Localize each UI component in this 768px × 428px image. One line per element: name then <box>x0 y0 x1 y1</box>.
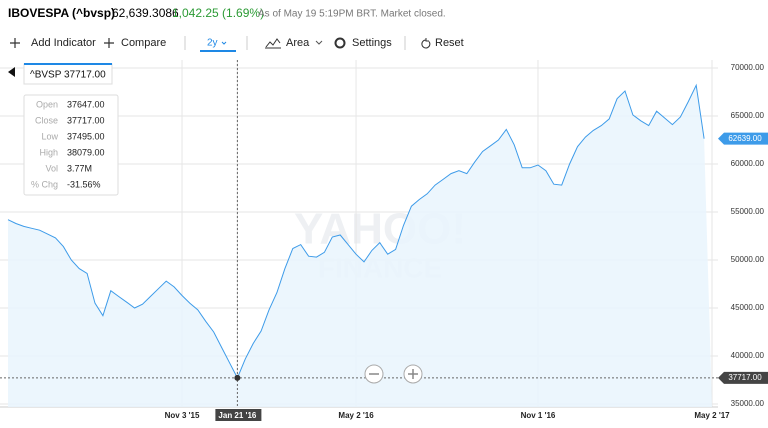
chevron <box>221 41 227 45</box>
y-tick-label: 55000.00 <box>731 207 765 216</box>
tooltip-value: 38079.00 <box>67 147 105 157</box>
x-tick-label: Nov 3 '15 <box>165 411 200 420</box>
tooltip-arrow <box>8 67 15 77</box>
chevron <box>315 40 323 45</box>
plus-icon <box>10 38 20 48</box>
add-indicator[interactable]: Add Indicator <box>31 37 96 49</box>
toolbar: Add Indicator Compare 2y Area Settings R… <box>10 36 464 52</box>
compare[interactable]: Compare <box>121 37 166 49</box>
tooltip-key: Close <box>35 115 58 125</box>
zoom-icon <box>408 369 418 379</box>
tooltip-value: 37495.00 <box>67 131 105 141</box>
x-tick-label: May 2 '16 <box>338 411 374 420</box>
tooltip-box <box>23 94 119 196</box>
crosshair-label: 37717.00 <box>728 373 762 382</box>
tooltip-key: Open <box>36 99 58 109</box>
tooltip-key: Low <box>41 131 58 141</box>
price-tag <box>718 132 768 145</box>
reset[interactable]: Reset <box>435 37 464 49</box>
y-tick-label: 50000.00 <box>731 255 765 264</box>
tooltip-key: Vol <box>45 163 58 173</box>
line <box>7 83 705 380</box>
x-label-highlight <box>215 409 262 421</box>
tooltip-value: -31.56% <box>67 179 101 189</box>
settings[interactable]: Settings <box>352 37 392 49</box>
chart-style[interactable]: Area <box>286 37 310 49</box>
tooltip-title: ^BVSP 37717.00 <box>30 70 106 81</box>
x-tick-label: Jan 21 '16 <box>218 411 256 420</box>
area-icon <box>265 38 281 49</box>
tooltip-key: % Chg <box>31 179 58 189</box>
range-select[interactable]: 2y <box>207 38 218 49</box>
x-tick-label: Nov 1 '16 <box>521 411 556 420</box>
gear-icon <box>334 37 346 49</box>
chart: YAHOO!FINANCE35000.0040000.0045000.00500… <box>0 60 768 421</box>
y-tick-label: 65000.00 <box>731 111 765 120</box>
x-tick-label: May 2 '17 <box>694 411 730 420</box>
quote-price: 62,639.3086 <box>112 6 179 20</box>
y-tick-label: 60000.00 <box>731 159 765 168</box>
tooltip-key: High <box>39 147 58 157</box>
y-tick-label: 40000.00 <box>731 351 765 360</box>
crosshair-tag <box>718 371 768 384</box>
y-tick-label: 45000.00 <box>731 303 765 312</box>
quote-status: As of May 19 5:19PM BRT. Market closed. <box>258 9 446 20</box>
price-label: 62639.00 <box>728 134 762 143</box>
tooltip-value: 37717.00 <box>67 115 105 125</box>
tooltip-value: 37647.00 <box>67 99 105 109</box>
y-tick-label: 70000.00 <box>731 63 765 72</box>
tooltip-value: 3.77M <box>67 163 92 173</box>
quote-change: 1,042.25 (1.69%) <box>172 6 264 20</box>
quote-title: IBOVESPA (^bvsp) <box>8 6 115 20</box>
plus-icon <box>104 38 114 48</box>
crosshair-point <box>234 374 241 381</box>
y-tick-label: 35000.00 <box>731 399 765 408</box>
reset-icon <box>421 38 431 49</box>
